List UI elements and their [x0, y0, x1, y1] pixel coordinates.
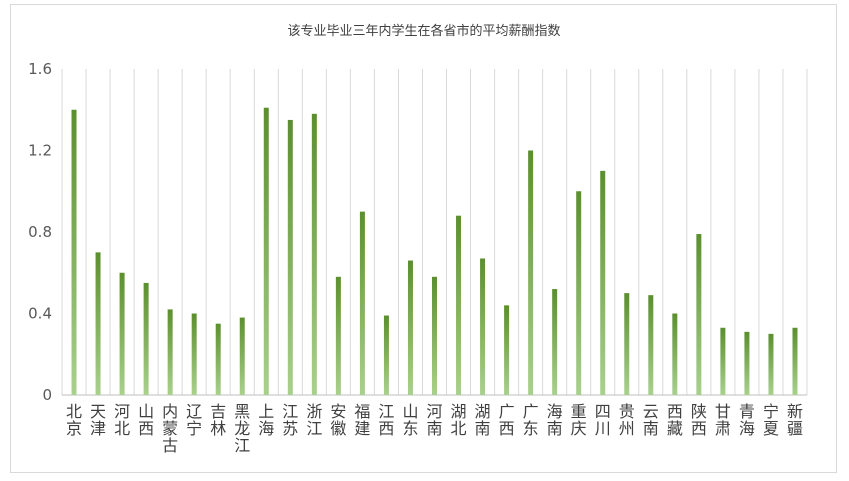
bar — [528, 150, 534, 395]
x-tick-label: 海南 — [547, 402, 563, 438]
x-tick-label: 福建 — [354, 402, 370, 438]
bar — [720, 327, 726, 395]
chart-title: 该专业毕业三年内学生在各省市的平均薪酬指数 — [287, 23, 560, 39]
bar — [287, 119, 293, 395]
x-tick-label: 天津 — [90, 402, 106, 438]
bar — [672, 313, 678, 395]
bars — [71, 107, 798, 396]
x-tick-label: 吉林 — [210, 402, 226, 438]
bar — [191, 313, 197, 395]
bar — [768, 333, 774, 395]
y-tick-label: 0.4 — [28, 305, 52, 323]
x-tick-label: 黑龙江 — [234, 402, 250, 455]
bar — [624, 293, 630, 395]
x-tick-label: 湖北 — [451, 402, 467, 438]
x-tick-label: 陕西 — [691, 402, 707, 438]
x-tick-label: 广西 — [499, 402, 515, 438]
x-tick-label: 山东 — [402, 402, 418, 438]
bar — [263, 107, 269, 396]
x-tick-label: 四川 — [595, 402, 611, 438]
x-tick-label: 河北 — [114, 402, 130, 438]
y-tick-label: 1.2 — [28, 142, 52, 160]
bar — [480, 258, 486, 395]
x-tick-label: 青海 — [739, 402, 755, 438]
x-tick-label: 云南 — [643, 402, 659, 438]
grid-lines — [61, 69, 808, 395]
x-tick-label: 浙江 — [306, 402, 322, 438]
x-tick-label: 贵州 — [619, 402, 635, 438]
x-tick-label: 甘肃 — [715, 402, 731, 438]
chart-frame: 该专业毕业三年内学生在各省市的平均薪酬指数 0 0.4 0.8 1.2 1.6 北京 天津… — [10, 4, 837, 473]
x-tick-label: 山西 — [138, 402, 154, 438]
x-tick-label: 安徽 — [330, 402, 346, 438]
x-tick-label: 重庆 — [571, 402, 587, 438]
bar — [407, 260, 413, 395]
x-axis: 北京天津河北山西内蒙古辽宁吉林黑龙江上海江苏浙江安徽福建江西山东河南湖北湖南广西… — [66, 402, 803, 455]
y-tick-label: 0.8 — [28, 223, 52, 241]
x-tick-label: 内蒙古 — [162, 402, 178, 455]
bar — [215, 323, 221, 395]
y-tick-label: 1.6 — [28, 60, 52, 78]
bar — [119, 272, 125, 395]
bar — [167, 309, 173, 395]
bar — [143, 282, 149, 395]
x-tick-label: 宁夏 — [763, 402, 779, 438]
x-tick-label: 上海 — [258, 402, 274, 438]
x-tick-label: 江西 — [378, 402, 394, 438]
bar — [600, 170, 606, 395]
bar — [648, 295, 654, 395]
bar — [696, 234, 702, 395]
salary-index-bar-chart: 该专业毕业三年内学生在各省市的平均薪酬指数 0 0.4 0.8 1.2 1.6 北京天津… — [28, 23, 808, 455]
x-tick-label: 广东 — [523, 402, 539, 438]
x-tick-label: 湖南 — [475, 402, 491, 438]
x-tick-label: 辽宁 — [186, 402, 202, 438]
x-tick-label: 北京 — [66, 402, 82, 438]
bar — [383, 315, 389, 395]
x-tick-label: 河南 — [426, 402, 442, 438]
x-tick-label: 西藏 — [667, 402, 683, 438]
bar — [359, 211, 365, 395]
x-tick-label: 江苏 — [282, 402, 298, 438]
bar — [456, 215, 462, 395]
bar — [552, 289, 558, 395]
bar — [239, 317, 245, 395]
bar — [504, 305, 510, 395]
x-tick-label: 新疆 — [787, 402, 803, 438]
bar — [71, 109, 77, 395]
bar — [311, 113, 317, 395]
y-tick-label: 0 — [42, 386, 52, 404]
bar — [744, 331, 750, 395]
bar — [95, 252, 101, 395]
bar — [792, 327, 798, 395]
bar — [335, 276, 341, 395]
bar — [432, 276, 437, 395]
bar — [576, 191, 582, 395]
